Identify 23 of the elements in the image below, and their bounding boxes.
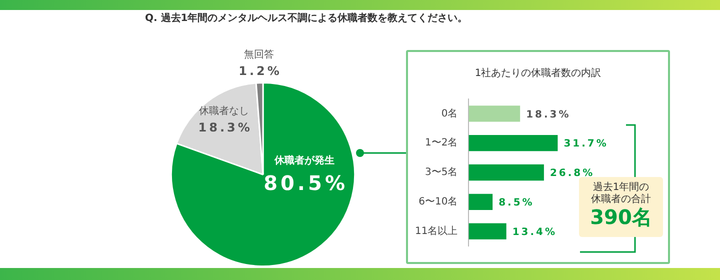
bar: [468, 106, 520, 122]
y-tick-label: 0名: [441, 107, 458, 120]
bar: [468, 223, 506, 240]
y-tick-label: 11名以上: [414, 224, 458, 237]
y-tick-label: 3〜5名: [424, 166, 458, 178]
data-label: 18.3%: [526, 109, 569, 120]
y-tick-label: 6〜10名: [418, 195, 458, 208]
data-label: 13.4%: [512, 226, 556, 238]
data-label: 1.2%: [238, 64, 280, 78]
bar: [468, 164, 544, 181]
data-label: 80.5%: [264, 170, 345, 195]
bar: [468, 194, 493, 210]
y-tick-label: 1〜2名: [424, 136, 458, 149]
chart-title: 1社あたりの休職者数の内訳: [474, 66, 602, 80]
slice-label: 休職者なし: [199, 104, 250, 117]
slice-label: 休職者が発生: [273, 154, 334, 166]
text: 390名: [589, 205, 653, 229]
chart-title: Q. 過去1年間のメンタルヘルス不調による休職者数を教えてください。: [145, 11, 468, 25]
slice-label: 無回答: [244, 48, 274, 60]
data-label: 26.8%: [550, 168, 593, 180]
bar: [468, 135, 558, 152]
data-label: 8.5%: [498, 197, 532, 208]
text: 過去1年間の休職者の合計: [590, 182, 652, 206]
